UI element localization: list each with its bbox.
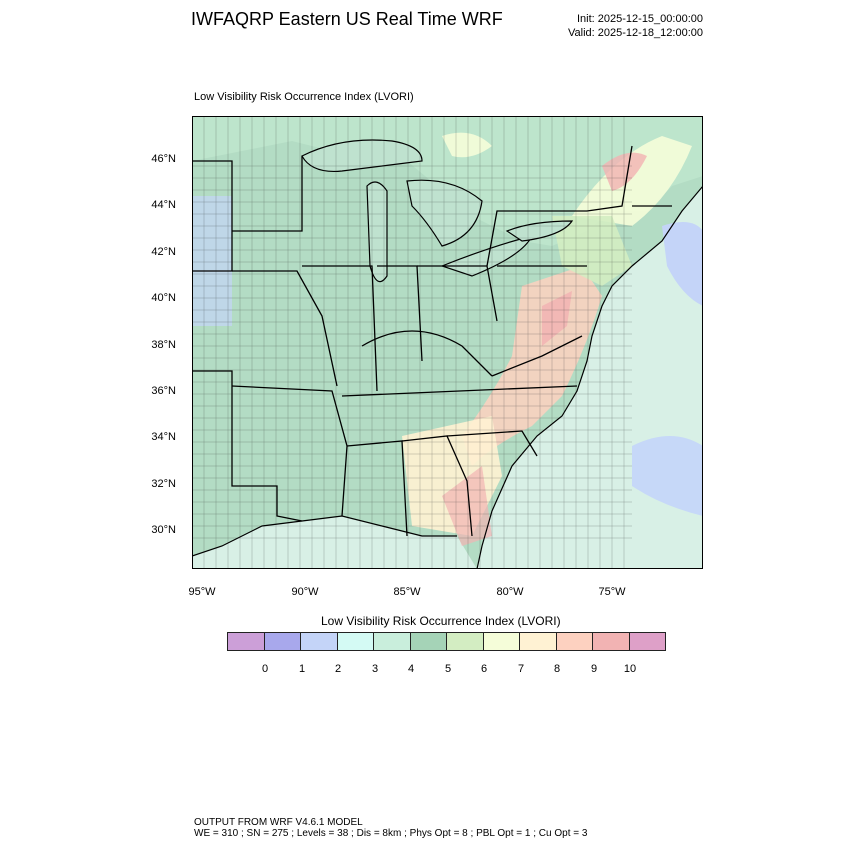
lvori-map bbox=[192, 116, 703, 569]
colorbar-label-2: 2 bbox=[334, 663, 342, 675]
map-subtitle: Low Visibility Risk Occurrence Index (LV… bbox=[194, 91, 414, 103]
colorbar-label-10: 10 bbox=[623, 663, 637, 675]
colorbar-label-1: 1 bbox=[298, 663, 306, 675]
colorbar-box bbox=[628, 632, 666, 651]
lon-label-85w: 85°W bbox=[393, 586, 421, 598]
lat-label-38n: 38°N bbox=[151, 339, 176, 351]
lon-label-90w: 90°W bbox=[291, 586, 319, 598]
valid-time: Valid: 2025-12-18_12:00:00 bbox=[568, 27, 703, 39]
state-borders bbox=[192, 145, 672, 537]
county-lines bbox=[192, 116, 632, 569]
map-panel bbox=[192, 116, 703, 569]
init-time: Init: 2025-12-15_00:00:00 bbox=[577, 13, 703, 25]
lake-superior bbox=[301, 139, 423, 173]
colorbar-box bbox=[263, 632, 301, 651]
colorbar-box bbox=[555, 632, 593, 651]
colorbar-box bbox=[409, 632, 447, 651]
colorbar-box bbox=[336, 632, 374, 651]
lat-label-34n: 34°N bbox=[151, 431, 176, 443]
lon-label-80w: 80°W bbox=[496, 586, 524, 598]
colorbar bbox=[227, 632, 666, 651]
colorbar-box bbox=[227, 632, 265, 651]
map-border bbox=[192, 116, 703, 569]
ocean-low-patch bbox=[632, 436, 703, 516]
terrain-shield bbox=[442, 132, 492, 158]
colorbar-title: Low Visibility Risk Occurrence Index (LV… bbox=[321, 614, 561, 628]
lon-label-75w: 75°W bbox=[598, 586, 626, 598]
colorbar-box bbox=[592, 632, 630, 651]
lat-label-46n: 46°N bbox=[151, 153, 176, 165]
colorbar-label-3: 3 bbox=[371, 663, 379, 675]
ocean-low-patch-north bbox=[662, 222, 703, 306]
colorbar-label-9: 9 bbox=[590, 663, 598, 675]
colorbar-box bbox=[373, 632, 411, 651]
lat-label-40n: 40°N bbox=[151, 292, 176, 304]
west-low-band bbox=[192, 196, 232, 326]
lat-label-30n: 30°N bbox=[151, 524, 176, 536]
colorbar-box bbox=[446, 632, 484, 651]
model-info: OUTPUT FROM WRF V4.6.1 MODEL bbox=[194, 817, 363, 828]
colorbar-label-8: 8 bbox=[553, 663, 561, 675]
colorbar-label-0: 0 bbox=[261, 663, 269, 675]
lat-label-36n: 36°N bbox=[151, 385, 176, 397]
terrain-highland bbox=[572, 136, 692, 226]
terrain-peak bbox=[602, 152, 647, 191]
appalachian-peak bbox=[542, 291, 572, 346]
lon-label-95w: 95°W bbox=[188, 586, 216, 598]
page-title: IWFAQRP Eastern US Real Time WRF bbox=[191, 9, 503, 29]
atlantic-coastline bbox=[476, 185, 703, 569]
lat-label-32n: 32°N bbox=[151, 478, 176, 490]
colorbar-box bbox=[482, 632, 520, 651]
lat-label-44n: 44°N bbox=[151, 199, 176, 211]
colorbar-label-6: 6 bbox=[480, 663, 488, 675]
colorbar-label-5: 5 bbox=[444, 663, 452, 675]
colorbar-box bbox=[519, 632, 557, 651]
colorbar-label-4: 4 bbox=[407, 663, 415, 675]
gulf-coastline bbox=[192, 515, 457, 557]
lat-label-42n: 42°N bbox=[151, 246, 176, 258]
gulf-of-mexico bbox=[192, 516, 477, 569]
colorbar-box bbox=[300, 632, 338, 651]
lake-huron bbox=[406, 179, 483, 247]
colorbar-label-7: 7 bbox=[517, 663, 525, 675]
model-config: WE = 310 ; SN = 275 ; Levels = 38 ; Dis … bbox=[194, 828, 588, 839]
